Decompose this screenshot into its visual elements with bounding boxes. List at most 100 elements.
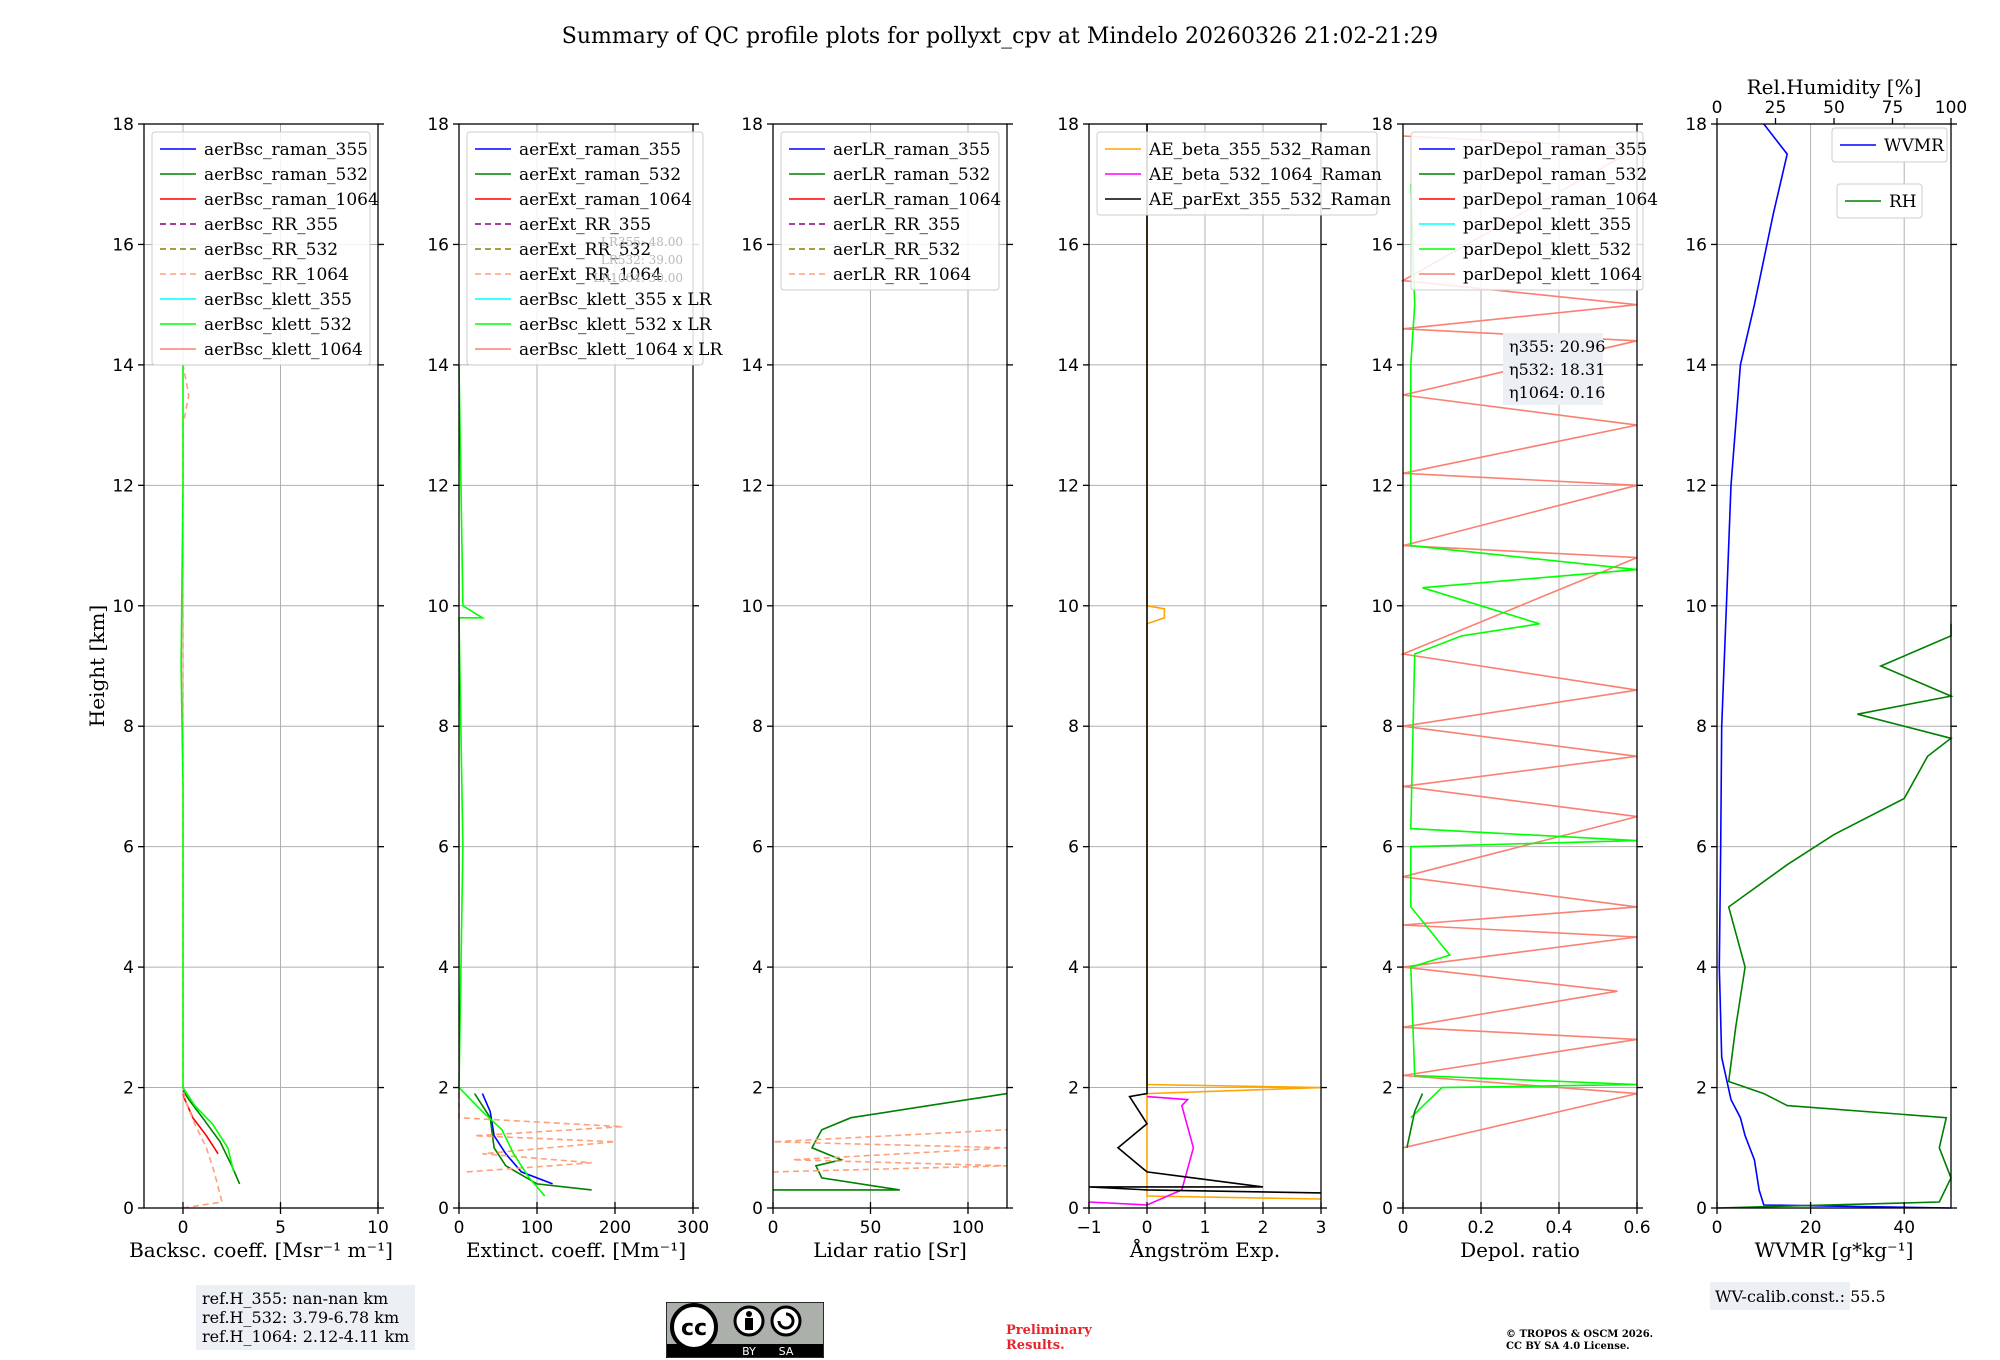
y-tick-label: 0 (1382, 1199, 1393, 1219)
y-tick-label: 4 (1382, 958, 1393, 978)
x-tick-label: 2 (1258, 1218, 1269, 1238)
x-tick-label: 0 (768, 1218, 779, 1238)
x-tick-label: 0 (1712, 1218, 1723, 1238)
series-RH (1716, 623, 1954, 1209)
y-tick-label: 10 (427, 597, 449, 617)
axes-frame (772, 123, 1008, 1209)
x2-tick-label: 75 (1882, 98, 1904, 118)
y-tick-label: 16 (1685, 235, 1707, 255)
y-tick-label: 18 (427, 115, 449, 135)
x-tick-label: 0 (1398, 1218, 1409, 1238)
x-tick-label: 0 (454, 1218, 465, 1238)
y-tick-label: 4 (752, 958, 763, 978)
x-tick-label: 300 (677, 1218, 709, 1238)
legend-box (1410, 131, 1644, 291)
legend-box (1096, 131, 1378, 216)
x-tick-label: 5 (275, 1218, 286, 1238)
x-tick-label: 100 (521, 1218, 553, 1238)
legend: aerExt_raman_355 aerExt_raman_532 aerExt_r… (466, 131, 723, 366)
eta-box (1503, 333, 1603, 405)
legend-label: parDepol_raman_355 (1463, 140, 1647, 160)
legend-label: parDepol_klett_355 (1463, 215, 1631, 235)
legend-label-rh: RH (1889, 192, 1917, 212)
y-tick-label: 4 (1696, 958, 1707, 978)
legend-label: aerLR_raman_532 (833, 165, 990, 185)
y-tick-label: 16 (112, 235, 134, 255)
cc-logo-text: cc (681, 1316, 707, 1341)
x-tick-label: 0.2 (1467, 1218, 1494, 1238)
y-tick-label: 16 (1371, 235, 1393, 255)
legend-label: aerExt_raman_532 (519, 165, 681, 185)
legend-label: aerExt_RR_1064 (519, 265, 662, 285)
y-tick-label: 12 (1685, 476, 1707, 496)
y-tick-label: 18 (1685, 115, 1707, 135)
y-axis-label: Height [km] (85, 605, 109, 727)
figure-title: Summary of QC profile plots for pollyxt_… (562, 24, 1438, 49)
axes-frame (458, 123, 694, 1209)
legend-box-wvmr (1831, 127, 1948, 163)
series-parDepol_klett_532 (1409, 184, 1638, 1119)
y-tick-label: 12 (741, 476, 763, 496)
legend-label: aerBsc_klett_355 (204, 290, 352, 310)
y-tick-label: 14 (427, 356, 449, 376)
y-tick-label: 10 (741, 597, 763, 617)
legend-label: aerLR_raman_1064 (833, 190, 1001, 210)
y-tick-label: 14 (1057, 356, 1079, 376)
x-tick-label: 200 (599, 1218, 631, 1238)
series-aerLR_raman_532 (773, 1092, 1008, 1191)
x-tick-label: 1 (1200, 1218, 1211, 1238)
sa-label: SA (779, 1345, 794, 1358)
y-tick-label: 2 (752, 1079, 763, 1099)
legend-label: aerLR_RR_1064 (833, 265, 971, 285)
x-tick-label: 40 (1893, 1218, 1915, 1238)
legend-label: aerBsc_RR_355 (204, 215, 338, 235)
y-tick-label: 6 (123, 838, 134, 858)
legend-label: parDepol_raman_1064 (1463, 190, 1658, 210)
y-tick-label: 2 (1068, 1079, 1079, 1099)
preliminary-results-note: Preliminary Results. (1006, 1323, 1092, 1353)
ref-height-532: ref.H_532: 3.79-6.78 km (202, 1308, 400, 1327)
y-tick-label: 8 (1382, 717, 1393, 737)
y-tick-label: 6 (438, 838, 449, 858)
legend-label: aerLR_RR_355 (833, 215, 960, 235)
y-tick-label: 12 (1371, 476, 1393, 496)
y-tick-label: 0 (1068, 1199, 1079, 1219)
x-axis-label: Extinct. coeff. [Mm⁻¹] (466, 1238, 686, 1262)
panel-bsc: 0 5 10 0 2 4 6 8 10 12 14 16 18 Backsc. coeff. [Msr⁻¹… (85, 115, 393, 1262)
y-tick-label: 8 (123, 717, 134, 737)
series-aerLR_RR_1064 (772, 1128, 1008, 1173)
y-tick-label: 14 (741, 356, 763, 376)
x2-tick-label: 50 (1823, 98, 1845, 118)
legend-box (466, 131, 704, 366)
x2-axis-label: Rel.Humidity [%] (1747, 75, 1922, 99)
y-tick-label: 18 (1057, 115, 1079, 135)
series-aerBsc_klett_532 x LR (458, 364, 546, 1197)
y-tick-label: 18 (112, 115, 134, 135)
legend-box (151, 131, 371, 366)
y-tick-label: 8 (1696, 717, 1707, 737)
y-tick-label: 2 (123, 1079, 134, 1099)
y-tick-label: 14 (1371, 356, 1393, 376)
wv-calib-box (1710, 1282, 1850, 1310)
copyright-line-1: © TROPOS & OSCM 2026. (1506, 1329, 1654, 1340)
legend-label: aerBsc_klett_355 x LR (519, 290, 713, 310)
series-aerBsc_RR_1064 (182, 364, 223, 1209)
legend: aerLR_raman_355 aerLR_raman_532 aerLR_rama… (780, 131, 1001, 291)
legend-label: aerExt_RR_355 (519, 215, 651, 235)
eta-value: η532: 18.31 (1509, 360, 1605, 379)
x-axis-label: Ångström Exp. (1129, 1237, 1280, 1262)
prelim-line-2: Results. (1006, 1338, 1065, 1353)
legend-label: aerExt_raman_1064 (519, 190, 692, 210)
series-parDepol_raman_532 (1406, 1093, 1424, 1148)
legend-label: aerExt_RR_532 (519, 240, 651, 260)
x-axis-label: Lidar ratio [Sr] (813, 1238, 967, 1262)
lidar-ratio-annotation: LR355: 48.00 (601, 235, 683, 249)
axes-frame (1716, 123, 1952, 1209)
y-tick-label: 6 (752, 838, 763, 858)
legend-label: parDepol_raman_532 (1463, 165, 1647, 185)
wv-calib-constant: WV-calib.const.: 55.5 (1715, 1287, 1886, 1306)
series-AE_beta_355_532_Raman (1146, 124, 1322, 1200)
copyright-line-2: CC BY SA 4.0 License. (1506, 1341, 1630, 1352)
x-tick-label: 10 (367, 1218, 389, 1238)
